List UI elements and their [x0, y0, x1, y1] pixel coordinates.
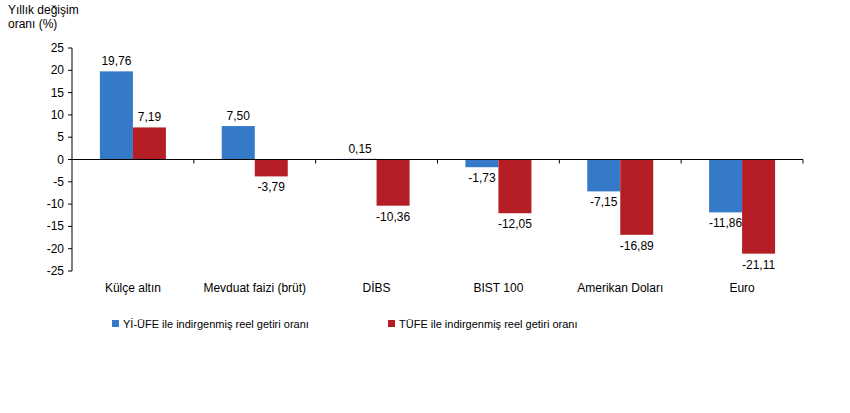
data-label: 0,15: [348, 142, 372, 156]
data-label: -21,11: [742, 258, 775, 272]
bar: [498, 160, 531, 214]
y-tick-label: -15: [47, 219, 65, 233]
x-tick-label: Mevduat faizi (brüt): [203, 281, 306, 295]
data-label: -7,15: [590, 195, 618, 209]
bar: [465, 160, 498, 168]
y-tick: [68, 181, 72, 182]
y-tick: [68, 204, 72, 205]
bar: [377, 160, 410, 206]
data-label: -3,79: [258, 180, 286, 194]
bars: [100, 71, 775, 253]
category-tick: [559, 160, 560, 164]
bar: [709, 160, 742, 213]
y-tick: [68, 226, 72, 227]
y-tick-label: 25: [51, 41, 65, 55]
data-label: -16,89: [620, 239, 654, 253]
chart: Yıllık değişimoranı (%) -25 -20 -15 -10 -5 0 5 1…: [0, 0, 850, 413]
category-tick: [193, 160, 194, 164]
bar: [742, 160, 775, 254]
bar: [587, 160, 620, 192]
category-tick: [681, 160, 682, 164]
x-tick-label: BIST 100: [474, 281, 524, 295]
data-label: -10,36: [376, 210, 410, 224]
y-tick: [68, 271, 72, 272]
x-tick-label: DİBS: [363, 281, 391, 295]
legend-swatch: [388, 320, 395, 327]
y-tick-label: -25: [47, 264, 65, 278]
x-tick-label: Külçe altın: [105, 281, 161, 295]
labels: 19,76 7,50 0,15 -1,73 -7,15 -11,86 7,19 -3,79 -1…: [101, 54, 775, 271]
y-tick-label: -5: [53, 175, 64, 189]
legend-label: TÜFE ile indirgenmiş reel getiri oranı: [399, 318, 578, 330]
data-label: -11,86: [709, 216, 742, 230]
y-axis-title: oranı (%): [8, 17, 57, 31]
legend-swatch: [112, 320, 119, 327]
y-tick-label: -10: [47, 197, 65, 211]
bar: [133, 127, 166, 159]
y-tick: [68, 70, 72, 71]
legend-label: Yİ-ÜFE ile indirgenmiş reel getiri oranı: [123, 318, 309, 330]
bar: [100, 71, 133, 159]
y-axis-title: Yıllık değişim: [8, 3, 79, 17]
data-label: -12,05: [498, 217, 532, 231]
category-tick: [315, 160, 316, 164]
y-tick-label: 0: [57, 153, 64, 167]
x-tick-label: Amerikan Doları: [577, 281, 663, 295]
bar: [255, 160, 288, 177]
y-tick: [68, 159, 72, 160]
x-tick-label: Euro: [729, 281, 755, 295]
y-tick: [68, 248, 72, 249]
y-tick-label: 5: [57, 130, 64, 144]
y-tick: [68, 48, 72, 49]
y-tick: [68, 114, 72, 115]
data-label: 7,50: [227, 109, 251, 123]
y-tick: [68, 92, 72, 93]
category-tick: [803, 160, 804, 164]
category-tick: [437, 160, 438, 164]
y-tick: [68, 137, 72, 138]
data-label: 7,19: [138, 110, 162, 124]
y-tick-label: 20: [51, 63, 65, 77]
data-label: -1,73: [468, 171, 496, 185]
y-tick-label: 15: [51, 86, 65, 100]
bar: [222, 126, 255, 159]
bar: [620, 160, 653, 235]
y-tick-label: 10: [51, 108, 65, 122]
data-label: 19,76: [101, 54, 131, 68]
y-tick-label: -20: [47, 242, 65, 256]
